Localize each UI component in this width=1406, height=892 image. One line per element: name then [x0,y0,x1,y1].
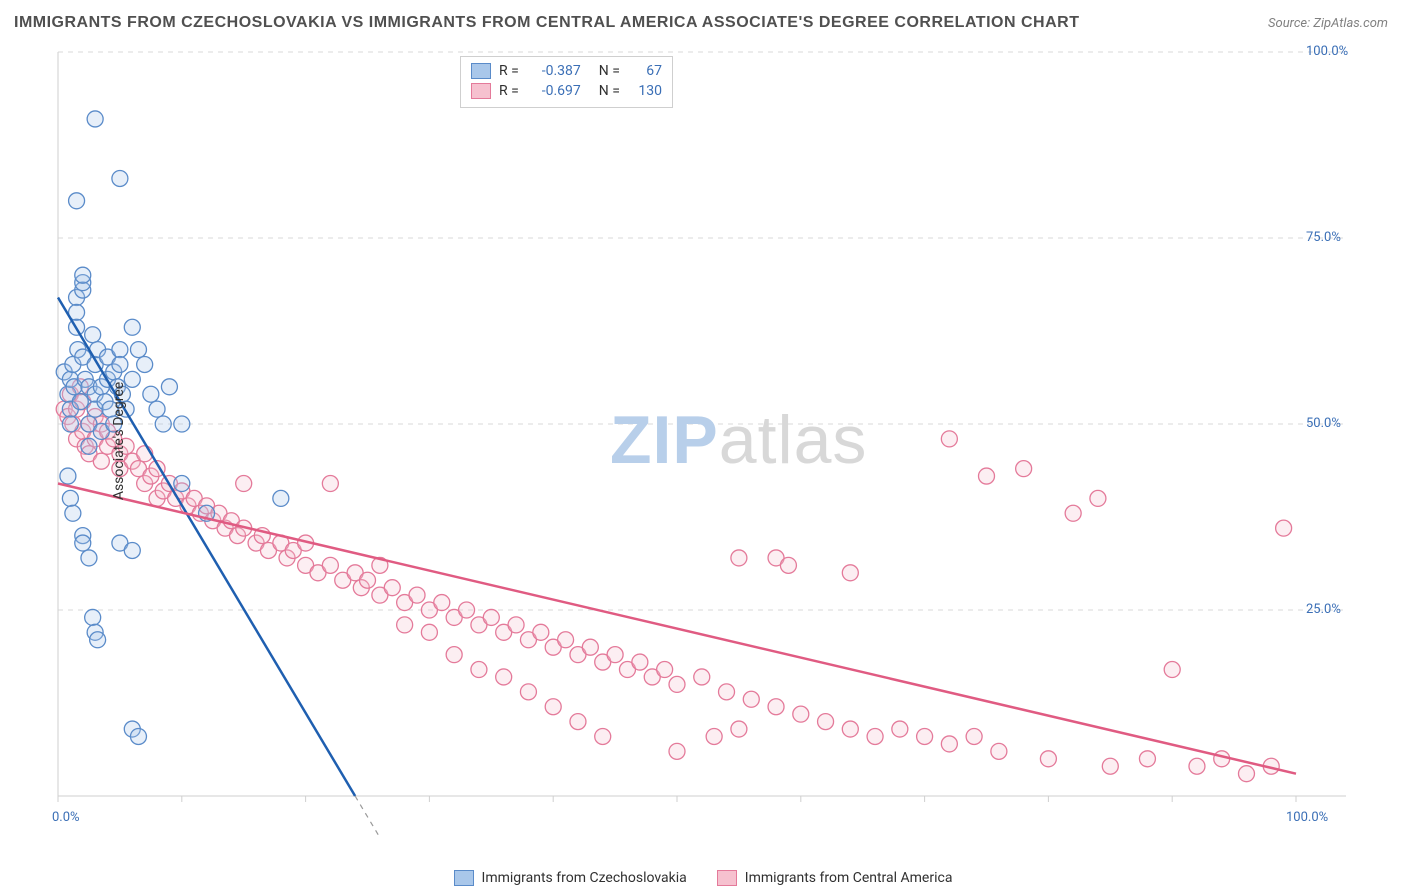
legend-correlation-box: R =-0.387N =67R =-0.697N =130 [460,56,673,108]
y-tick: 25.0% [1306,602,1341,617]
y-axis-label: Associate's Degree [111,382,127,500]
watermark-zip: ZIP [610,402,719,478]
y-tick: 75.0% [1306,230,1341,245]
source-label: Source: ZipAtlas.com [1268,16,1388,31]
legend-item-blue: Immigrants from Czechoslovakia [454,870,687,886]
watermark-atlas: atlas [719,402,868,478]
y-tick: 50.0% [1306,416,1341,431]
legend-label-pink: Immigrants from Central America [745,870,953,886]
x-tick-100: 100.0% [1286,810,1328,825]
legend-item-pink: Immigrants from Central America [717,870,953,886]
legend-swatch-pink [717,870,737,886]
watermark: ZIPatlas [610,401,867,479]
y-tick: 100.0% [1306,44,1348,59]
legend-label-blue: Immigrants from Czechoslovakia [482,870,687,886]
legend-series: Immigrants from Czechoslovakia Immigrant… [0,870,1406,886]
chart-title: IMMIGRANTS FROM CZECHOSLOVAKIA VS IMMIGR… [14,14,1079,32]
legend-swatch-blue [454,870,474,886]
x-tick-0: 0.0% [52,810,80,825]
plot-area: Associate's Degree ZIPatlas R =-0.387N =… [50,46,1356,836]
